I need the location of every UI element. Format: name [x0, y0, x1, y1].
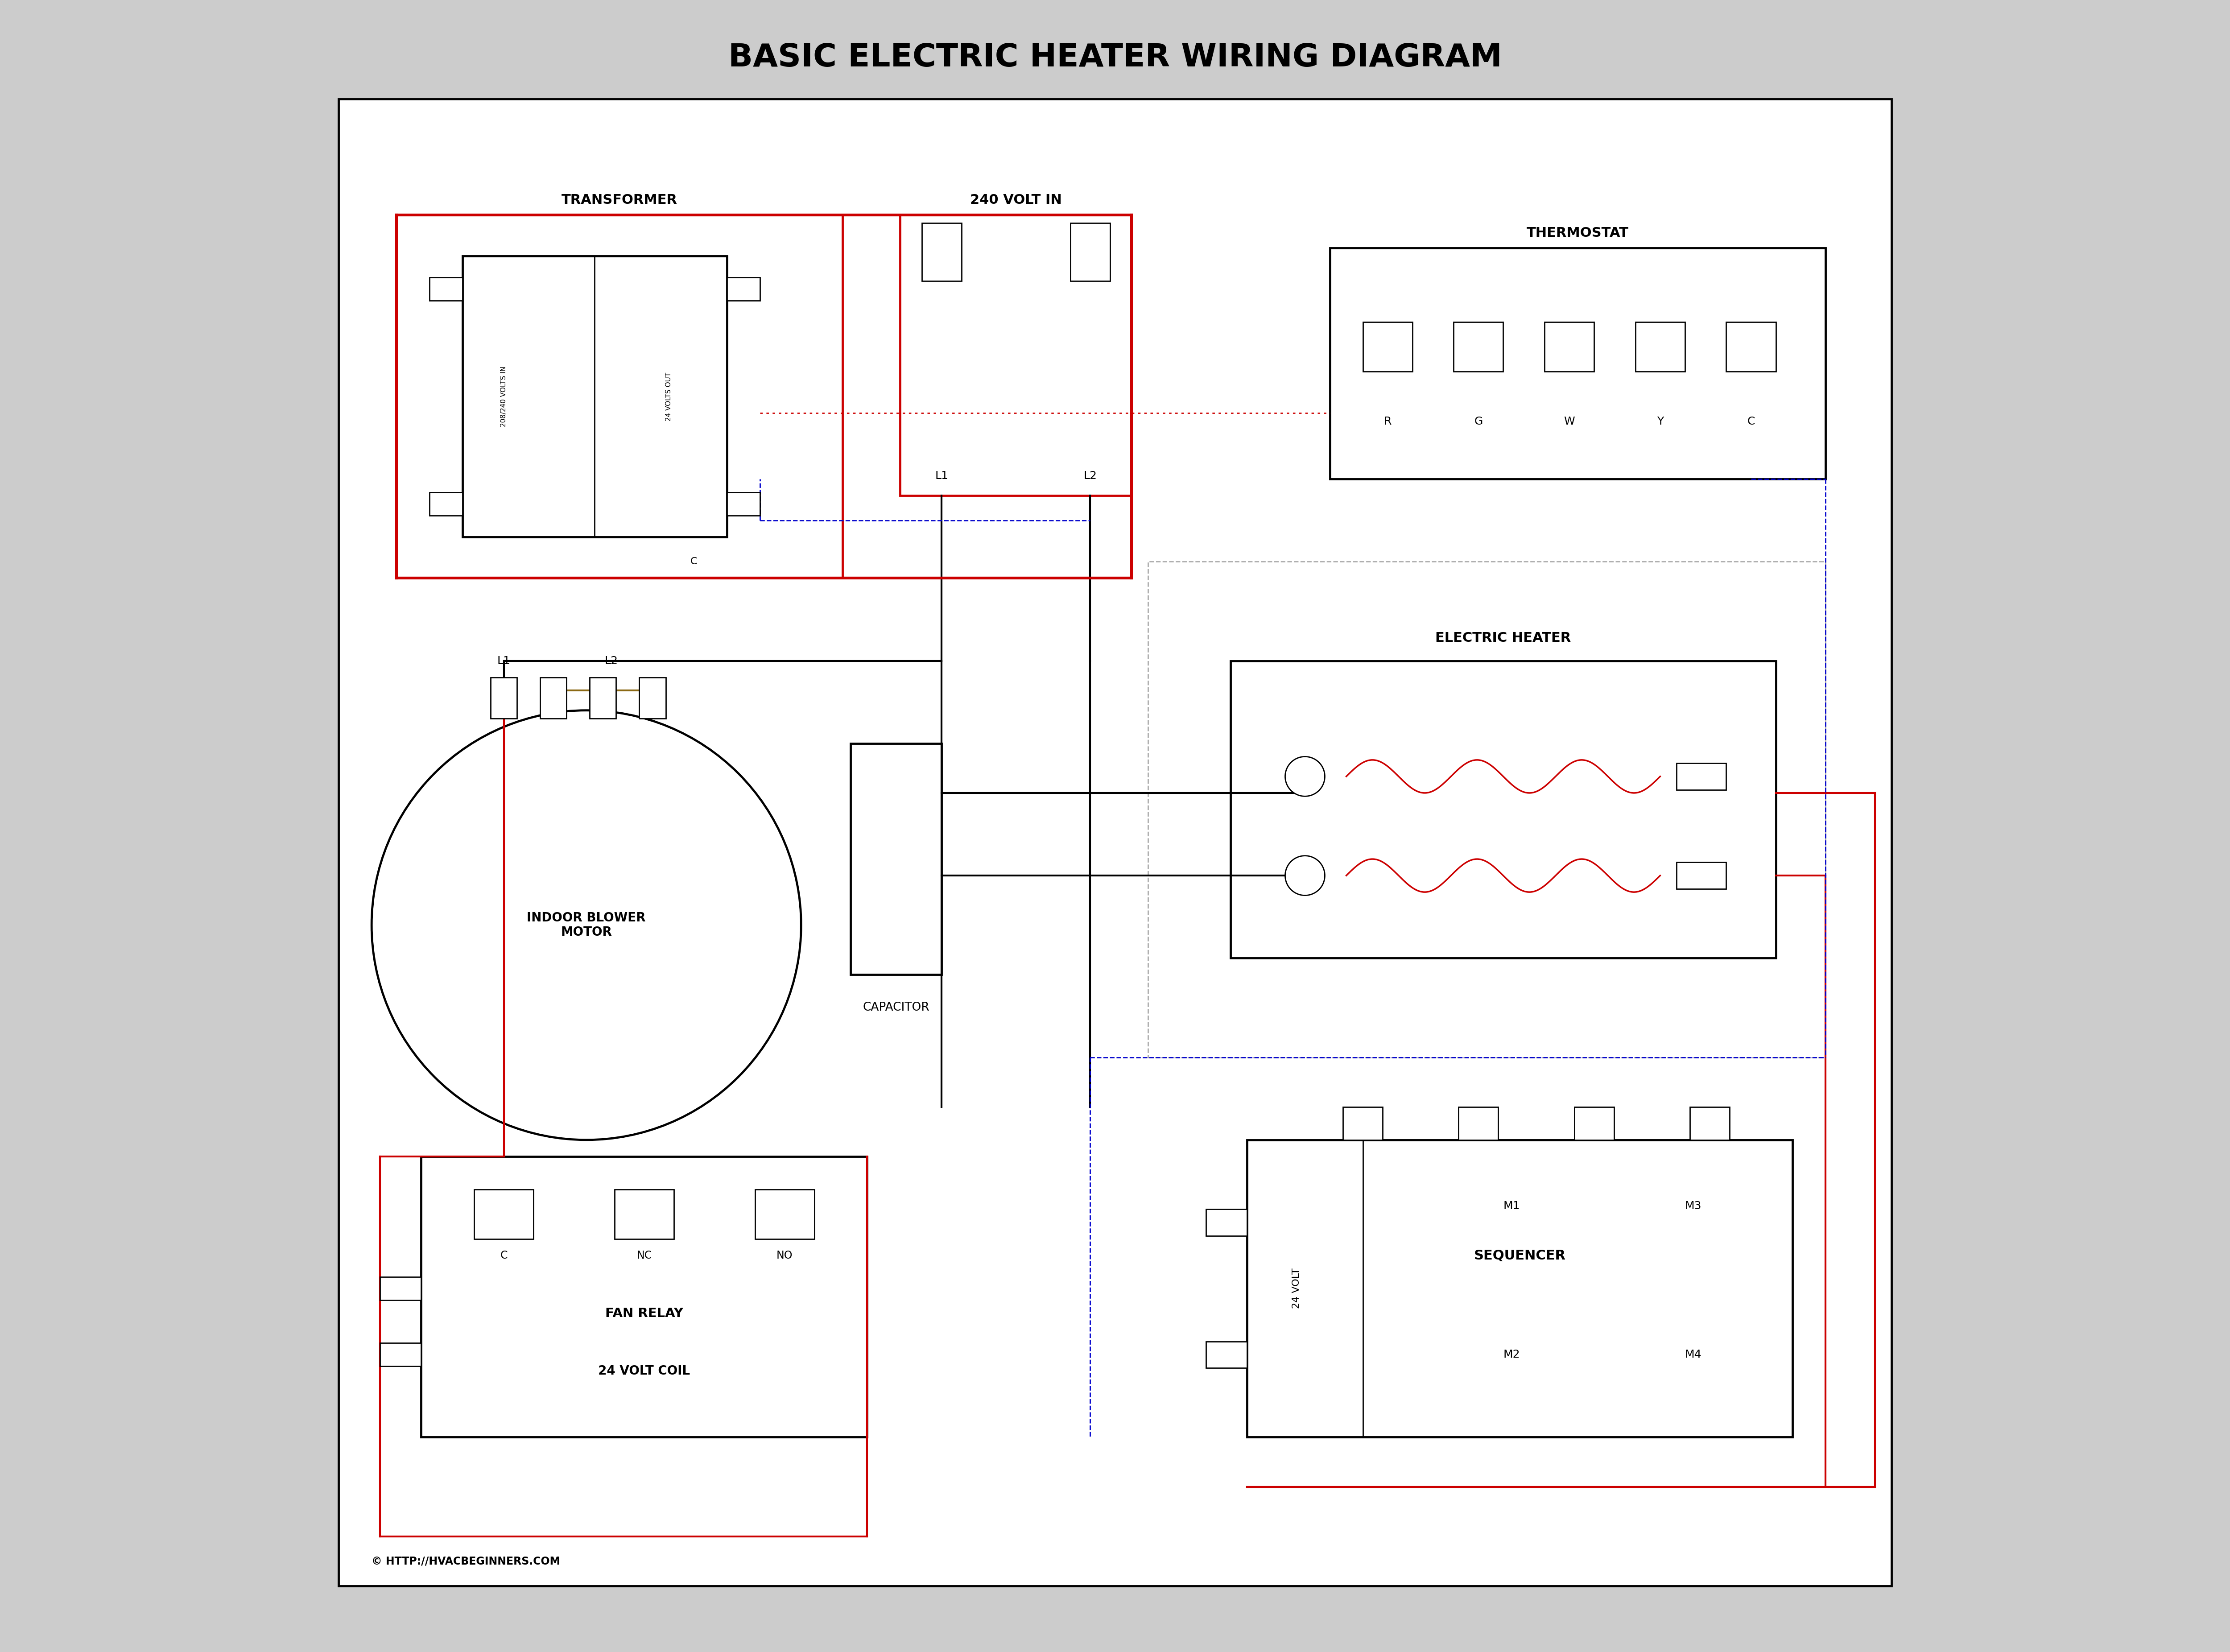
Bar	[756, 1189, 814, 1239]
Text: L1: L1	[934, 471, 948, 481]
Bar	[1148, 562, 1826, 1057]
Text: FAN RELAY: FAN RELAY	[604, 1307, 682, 1320]
Bar	[640, 677, 667, 719]
Bar	[727, 278, 760, 301]
Bar	[1206, 1341, 1247, 1368]
Text: M1: M1	[1503, 1201, 1521, 1211]
Bar	[1329, 248, 1826, 479]
Bar	[901, 215, 1131, 496]
Bar	[379, 1343, 421, 1366]
Bar	[1677, 862, 1726, 889]
Bar	[1458, 1107, 1499, 1140]
Text: R: R	[1383, 416, 1392, 426]
Bar	[491, 677, 517, 719]
Text: M2: M2	[1503, 1350, 1521, 1360]
Text: TRANSFORMER: TRANSFORMER	[562, 193, 678, 206]
Bar	[1574, 1107, 1615, 1140]
Text: 24 VOLT COIL: 24 VOLT COIL	[598, 1365, 689, 1378]
Text: ELECTRIC HEATER: ELECTRIC HEATER	[1436, 631, 1572, 644]
Text: W: W	[1563, 416, 1574, 426]
Text: L1: L1	[497, 656, 511, 666]
Bar	[1206, 1209, 1247, 1236]
Bar	[1726, 322, 1775, 372]
Bar	[921, 223, 961, 281]
Bar	[1342, 1107, 1383, 1140]
Bar	[475, 1189, 533, 1239]
Bar	[1231, 661, 1775, 958]
Text: THERMOSTAT: THERMOSTAT	[1528, 226, 1628, 240]
Bar	[430, 492, 462, 515]
Bar	[540, 677, 566, 719]
Text: 208/240 VOLTS IN: 208/240 VOLTS IN	[500, 367, 506, 426]
Bar	[1070, 223, 1111, 281]
Bar	[1454, 322, 1503, 372]
Bar	[1690, 1107, 1730, 1140]
Text: C: C	[691, 557, 698, 567]
Circle shape	[1284, 856, 1325, 895]
Text: L2: L2	[1084, 471, 1097, 481]
Bar	[462, 256, 727, 537]
Text: C: C	[1746, 416, 1755, 426]
Text: L2: L2	[1084, 226, 1097, 236]
Text: CAPACITOR: CAPACITOR	[863, 1001, 930, 1014]
Bar	[615, 1189, 673, 1239]
Text: Y: Y	[1657, 416, 1664, 426]
Text: 240 VOLT IN: 240 VOLT IN	[970, 193, 1061, 206]
Bar	[1545, 322, 1594, 372]
Text: M3: M3	[1686, 1201, 1701, 1211]
Text: M4: M4	[1686, 1350, 1701, 1360]
Bar	[1635, 322, 1686, 372]
Bar	[421, 1156, 867, 1437]
Bar	[379, 1277, 421, 1300]
Text: G: G	[1474, 416, 1483, 426]
Text: © HTTP://HVACBEGINNERS.COM: © HTTP://HVACBEGINNERS.COM	[372, 1556, 560, 1566]
Circle shape	[372, 710, 801, 1140]
Text: NC: NC	[636, 1251, 651, 1260]
Bar	[850, 743, 941, 975]
Text: L2: L2	[604, 656, 618, 666]
Text: NO: NO	[776, 1251, 792, 1260]
Bar	[430, 278, 462, 301]
Text: 24 VOLT: 24 VOLT	[1291, 1269, 1300, 1308]
Bar	[1247, 1140, 1793, 1437]
Circle shape	[1284, 757, 1325, 796]
Bar	[1363, 322, 1412, 372]
Text: 24 VOLTS OUT: 24 VOLTS OUT	[665, 372, 671, 421]
Bar	[1677, 763, 1726, 790]
Bar	[589, 677, 615, 719]
Text: C: C	[500, 1251, 508, 1260]
Bar	[397, 215, 843, 578]
Text: SEQUENCER: SEQUENCER	[1474, 1249, 1565, 1262]
Bar	[727, 492, 760, 515]
Text: L1: L1	[934, 226, 948, 236]
Text: BASIC ELECTRIC HEATER WIRING DIAGRAM: BASIC ELECTRIC HEATER WIRING DIAGRAM	[729, 43, 1501, 73]
Text: INDOOR BLOWER
MOTOR: INDOOR BLOWER MOTOR	[526, 912, 647, 938]
